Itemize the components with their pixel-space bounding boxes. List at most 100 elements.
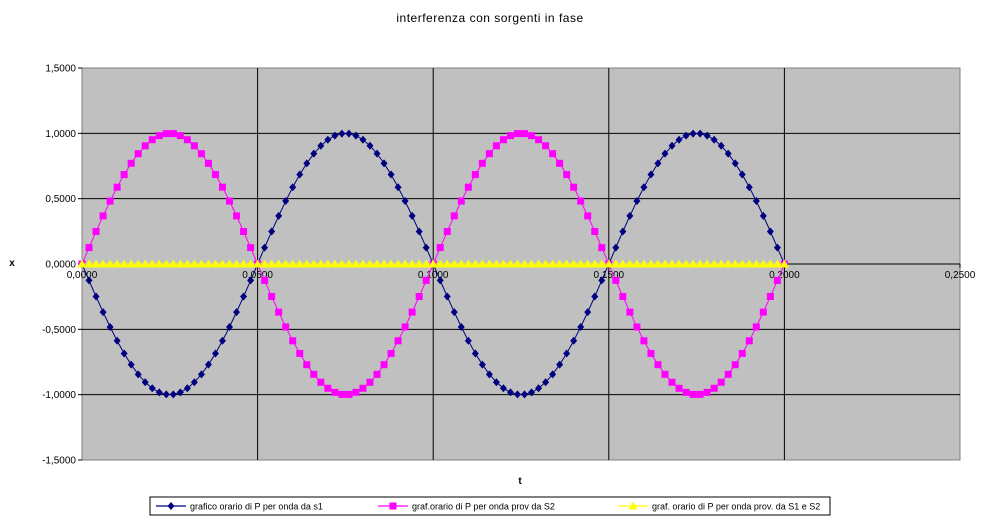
series-1-point	[211, 349, 219, 358]
series-2-point	[134, 150, 142, 158]
series-2-point	[380, 361, 388, 369]
series-2-point	[85, 244, 93, 252]
series-2-point	[724, 370, 732, 378]
series-3-point	[365, 259, 375, 268]
series-1-point	[141, 378, 149, 387]
series-3-point	[421, 259, 431, 268]
series-2-point	[633, 323, 641, 331]
series-3-point	[491, 259, 501, 268]
series-1-point	[345, 129, 353, 138]
series-2-point	[155, 132, 163, 140]
series-1-point	[759, 211, 767, 220]
series-1-point	[724, 149, 732, 158]
series-1-point	[408, 211, 416, 220]
series-2-point	[591, 228, 599, 236]
series-1-point	[689, 129, 697, 138]
series-1-point	[450, 308, 458, 317]
series-2-point	[478, 159, 486, 167]
series-3-point	[688, 259, 698, 268]
series-2-point	[106, 197, 114, 205]
series-1-point	[113, 336, 121, 345]
series-1-point	[162, 390, 170, 399]
series-3-point	[569, 259, 579, 268]
series-1-point	[352, 131, 360, 140]
series-3-point	[147, 259, 157, 268]
series-1-point	[422, 243, 430, 252]
series-1-point	[99, 308, 107, 317]
series-1-point	[457, 322, 465, 331]
series-1-point	[619, 227, 627, 236]
series-2-point	[359, 384, 367, 392]
series-3-point	[323, 259, 333, 268]
series-2-point	[598, 244, 606, 252]
series-1-point	[499, 384, 507, 393]
series-2-point	[289, 337, 297, 345]
series-2-point	[261, 276, 269, 284]
y-axis-tick-labels: 1,5000 1,0000 0,5000 0,0000 -0,5000 -1,0000 -1…	[42, 64, 82, 467]
series-3-point	[386, 259, 396, 268]
series-3-point	[239, 259, 249, 268]
series-2-point	[233, 212, 241, 220]
x-tick-label: 0,2000	[769, 270, 800, 281]
series-2-point	[612, 276, 620, 284]
series-2-point	[528, 132, 536, 140]
series-1-point	[155, 388, 163, 397]
series-2-point	[310, 370, 318, 378]
series-1-point	[542, 378, 550, 387]
series-3-point	[77, 259, 87, 268]
y-tick-label: -1,5000	[42, 456, 76, 467]
series-2-point	[682, 388, 690, 396]
series-2-point	[275, 308, 283, 316]
series-2-point	[197, 150, 205, 158]
series-1-point	[773, 243, 781, 252]
series-3-point	[225, 259, 235, 268]
series-1-point	[148, 384, 156, 393]
series-2-point	[92, 228, 100, 236]
series-2-point	[471, 171, 479, 179]
series-3-point	[477, 259, 487, 268]
series-3-point	[590, 259, 600, 268]
series-3-point	[232, 259, 242, 268]
series-1-point	[731, 159, 739, 168]
legend-swatch-marker	[167, 502, 175, 510]
series-3-point	[639, 259, 649, 268]
series-2-point	[563, 171, 571, 179]
series-3-point	[470, 259, 480, 268]
series-2-point	[521, 130, 529, 138]
series-1-point	[745, 183, 753, 192]
legend-item-3: graf. orario di P per onda prov. da S1 e…	[618, 501, 820, 512]
series-1-point	[513, 390, 521, 399]
series-3-point	[393, 259, 403, 268]
series-2-point	[499, 136, 507, 144]
series-1-point	[521, 390, 529, 399]
series-2-point	[141, 142, 149, 150]
series-3-point	[274, 259, 284, 268]
series-3-point	[520, 259, 530, 268]
series-2-point	[394, 337, 402, 345]
series-2-point	[190, 142, 198, 150]
series-1-point	[682, 131, 690, 140]
series-2-point	[570, 183, 578, 191]
series-3-point	[765, 259, 775, 268]
series-2-point	[766, 292, 774, 300]
series-1-point	[640, 183, 648, 192]
series-2-point	[506, 132, 514, 140]
series-3-point	[463, 259, 473, 268]
series-3-point	[730, 259, 740, 268]
series-1-point	[247, 276, 255, 285]
series-1-point	[92, 292, 100, 301]
series-3-point	[723, 259, 733, 268]
series-1-point	[703, 131, 711, 140]
y-tick-label: 0,5000	[45, 194, 76, 205]
series-2-point	[338, 390, 346, 398]
series-1-point	[436, 276, 444, 285]
series-3-point	[681, 259, 691, 268]
series-2-point	[148, 136, 156, 144]
series-1-point	[535, 384, 543, 393]
series-3-point	[435, 259, 445, 268]
series-2	[78, 130, 788, 398]
series-2-point	[464, 183, 472, 191]
series-3-point	[126, 259, 136, 268]
series-3-point	[337, 259, 347, 268]
legend-label: grafico orario di P per onda da s1	[190, 502, 323, 512]
